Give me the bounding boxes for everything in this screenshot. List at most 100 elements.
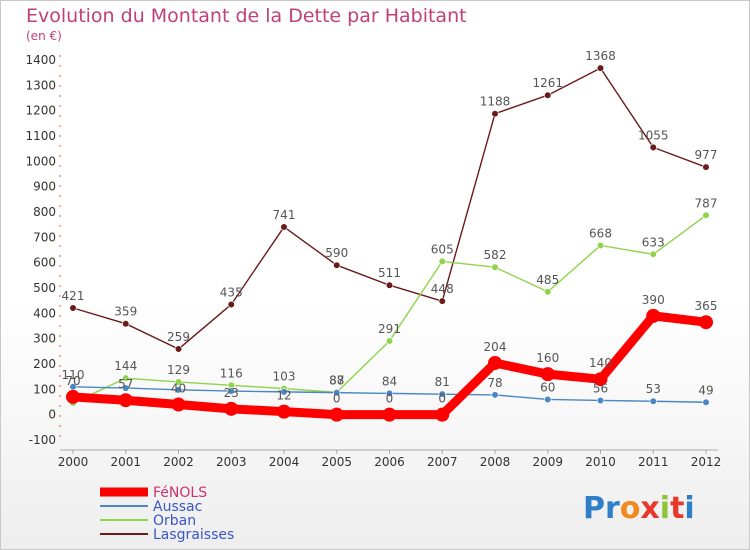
data-point — [333, 389, 341, 397]
data-label: 291 — [378, 322, 401, 336]
data-point — [224, 401, 239, 416]
data-label: 485 — [536, 273, 559, 287]
data-label: 204 — [484, 340, 507, 354]
data-label: 103 — [273, 370, 296, 384]
logo-letter: i — [684, 491, 694, 526]
y-tick-label: 900 — [33, 180, 56, 194]
data-label: 56 — [593, 381, 608, 395]
y-tick-label: 200 — [33, 357, 56, 371]
x-tick-label: 2012 — [691, 455, 722, 469]
x-tick-label: 2009 — [532, 455, 563, 469]
data-label: 1188 — [480, 95, 511, 109]
legend-label: Orban — [153, 513, 196, 529]
data-label: 144 — [114, 359, 137, 373]
y-tick-label: 1200 — [25, 104, 56, 118]
y-tick-label: 0 — [48, 408, 56, 422]
axes: -100010020030040050060070080090010001100… — [25, 53, 721, 469]
data-point — [174, 386, 183, 394]
data-label: 1261 — [532, 76, 563, 90]
data-point — [649, 397, 657, 405]
data-point — [438, 390, 446, 398]
data-label: 60 — [540, 380, 555, 394]
logo-letter: i — [660, 491, 670, 526]
data-point — [702, 398, 710, 406]
data-label: 40 — [171, 382, 186, 396]
data-label: 448 — [431, 282, 454, 296]
series-layer — [66, 64, 713, 422]
logo-letter: r — [605, 491, 620, 526]
x-tick-label: 2001 — [110, 455, 141, 469]
data-label: 365 — [695, 299, 718, 313]
data-label: 787 — [695, 196, 718, 210]
data-label: 0 — [333, 392, 341, 406]
data-label: 605 — [431, 242, 454, 256]
data-label: 116 — [220, 366, 243, 380]
data-point — [122, 384, 130, 392]
x-tick-label: 2006 — [374, 455, 405, 469]
data-point — [491, 391, 499, 399]
data-label: 78 — [487, 376, 502, 390]
data-label: 129 — [167, 363, 190, 377]
y-tick-label: 1000 — [25, 154, 56, 168]
data-point — [227, 300, 235, 309]
data-point — [174, 378, 183, 386]
data-label: 977 — [695, 148, 718, 162]
data-labels: 421 359 259 435 741 590 511 448 1188 1261 1368 1055… — [62, 49, 718, 406]
data-point — [438, 297, 446, 305]
data-label: 0 — [386, 392, 394, 406]
data-point — [699, 315, 713, 330]
data-point — [544, 395, 552, 404]
y-tick-label: 300 — [33, 332, 56, 346]
chart-subtitle: (en €) — [26, 29, 62, 43]
data-point — [491, 263, 499, 271]
x-tick-label: 2005 — [321, 455, 352, 469]
y-tick-label: 1300 — [25, 78, 56, 92]
data-point — [118, 393, 133, 408]
series-line — [72, 67, 707, 350]
y-tick-label: 1400 — [25, 53, 56, 67]
data-label: 390 — [642, 293, 665, 307]
data-label: 70 — [65, 374, 80, 388]
y-tick-label: 1100 — [25, 129, 56, 143]
data-point — [438, 257, 446, 266]
chart-title: Evolution du Montant de la Dette par Hab… — [26, 5, 467, 27]
data-point — [382, 407, 397, 422]
data-label: 49 — [698, 383, 713, 397]
x-tick-label: 2003 — [216, 455, 247, 469]
data-point — [702, 163, 710, 171]
data-point — [596, 64, 605, 72]
proxiti-logo-text: Proxiti — [583, 491, 695, 526]
x-tick-label: 2011 — [638, 455, 669, 469]
data-point — [596, 396, 605, 405]
data-label: 57 — [118, 377, 133, 391]
y-tick-label: 500 — [33, 281, 56, 295]
legend-label: FéNOLS — [153, 485, 207, 501]
data-point — [66, 389, 80, 404]
data-point — [649, 143, 657, 151]
data-label: 590 — [325, 246, 348, 260]
data-point — [122, 374, 130, 382]
data-point — [646, 308, 661, 323]
data-label: 160 — [536, 351, 559, 365]
legend-label: Lasgraisses — [153, 527, 234, 543]
data-point — [69, 304, 77, 312]
data-point — [649, 250, 657, 258]
x-tick-label: 2002 — [163, 455, 194, 469]
data-label: 1368 — [585, 49, 616, 63]
legend-label: Aussac — [153, 499, 202, 515]
data-label: 435 — [220, 285, 243, 299]
data-point — [385, 337, 394, 345]
data-point — [435, 407, 450, 422]
data-point — [385, 389, 394, 397]
x-tick-label: 2010 — [585, 455, 616, 469]
data-point — [280, 388, 288, 396]
data-point — [544, 91, 552, 99]
data-label: 88 — [329, 373, 344, 387]
data-point — [702, 211, 710, 219]
data-label: 23 — [224, 386, 239, 400]
data-point — [171, 397, 186, 412]
data-label: 582 — [484, 248, 507, 262]
logo-letter: t — [670, 491, 684, 526]
